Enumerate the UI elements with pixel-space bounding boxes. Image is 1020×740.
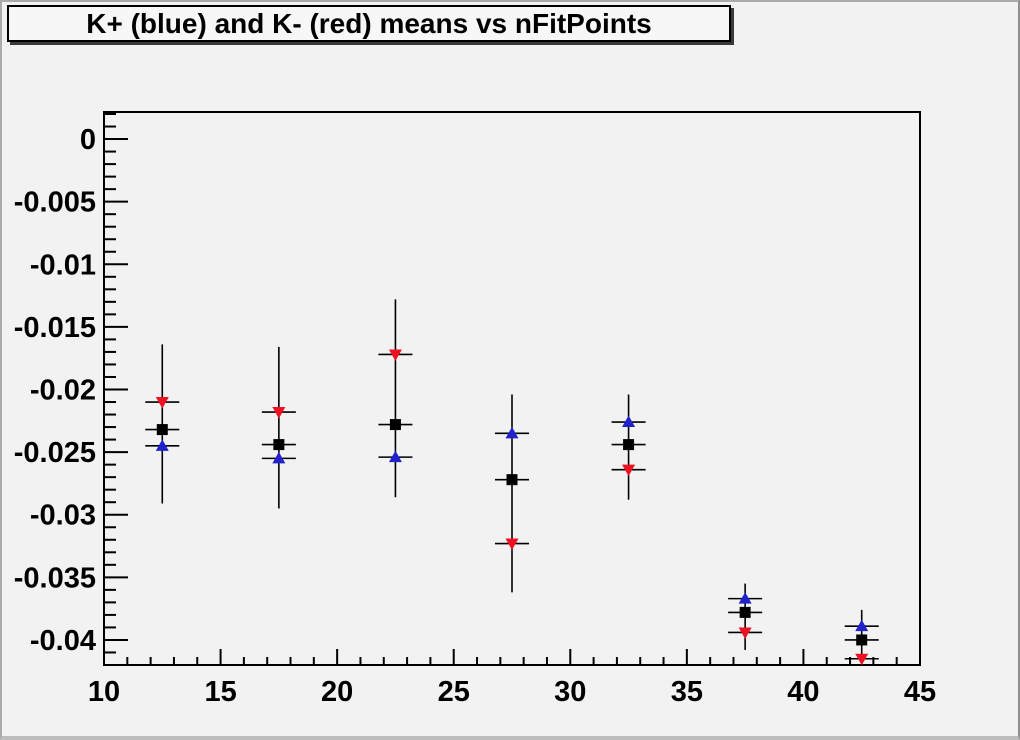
x-tick-label: 25 (438, 676, 470, 708)
x-tick-label: 10 (88, 676, 120, 708)
x-tick-label: 40 (787, 676, 819, 708)
marker-triangle-down (155, 397, 169, 409)
marker-triangle-up (622, 415, 636, 428)
marker-square (506, 474, 518, 486)
marker-triangle-up (855, 619, 869, 632)
x-tick-label: 20 (321, 676, 353, 708)
x-tick-label: 30 (554, 676, 586, 708)
marker-triangle-down (388, 349, 402, 361)
plot-title: K+ (blue) and K- (red) means vs nFitPoin… (86, 7, 652, 39)
plot-frame (103, 111, 921, 666)
marker-triangle-up (738, 592, 752, 604)
x-tick-label: 45 (904, 676, 936, 708)
y-tick-label: 0 (80, 124, 96, 156)
marker-triangle-up (272, 451, 286, 464)
y-tick-label: -0.025 (14, 437, 96, 469)
y-tick-label: -0.02 (30, 375, 96, 407)
plot-title-box: K+ (blue) and K- (red) means vs nFitPoin… (7, 5, 731, 42)
marker-square (156, 424, 168, 436)
y-tick-label: -0.015 (14, 312, 96, 344)
marker-triangle-down (272, 407, 286, 419)
marker-triangle-down (622, 464, 636, 477)
marker-triangle-up (505, 426, 519, 439)
marker-triangle-up (388, 450, 402, 463)
marker-triangle-down (738, 627, 752, 639)
marker-square (623, 439, 635, 451)
marker-square (739, 606, 751, 618)
marker-square (389, 419, 401, 431)
y-tick-label: -0.01 (30, 249, 96, 281)
y-tick-label: -0.035 (14, 562, 96, 594)
marker-square (273, 439, 285, 451)
marker-triangle-down (505, 538, 519, 551)
y-tick-label: -0.005 (14, 187, 96, 219)
marker-triangle-down (855, 653, 869, 665)
marker-square (856, 634, 868, 646)
data-layer (145, 299, 879, 665)
y-tick-label: -0.04 (30, 625, 96, 657)
marker-triangle-up (155, 439, 169, 451)
x-tick-label: 35 (671, 676, 703, 708)
x-tick-label: 15 (204, 676, 236, 708)
y-tick-label: -0.03 (30, 500, 96, 532)
